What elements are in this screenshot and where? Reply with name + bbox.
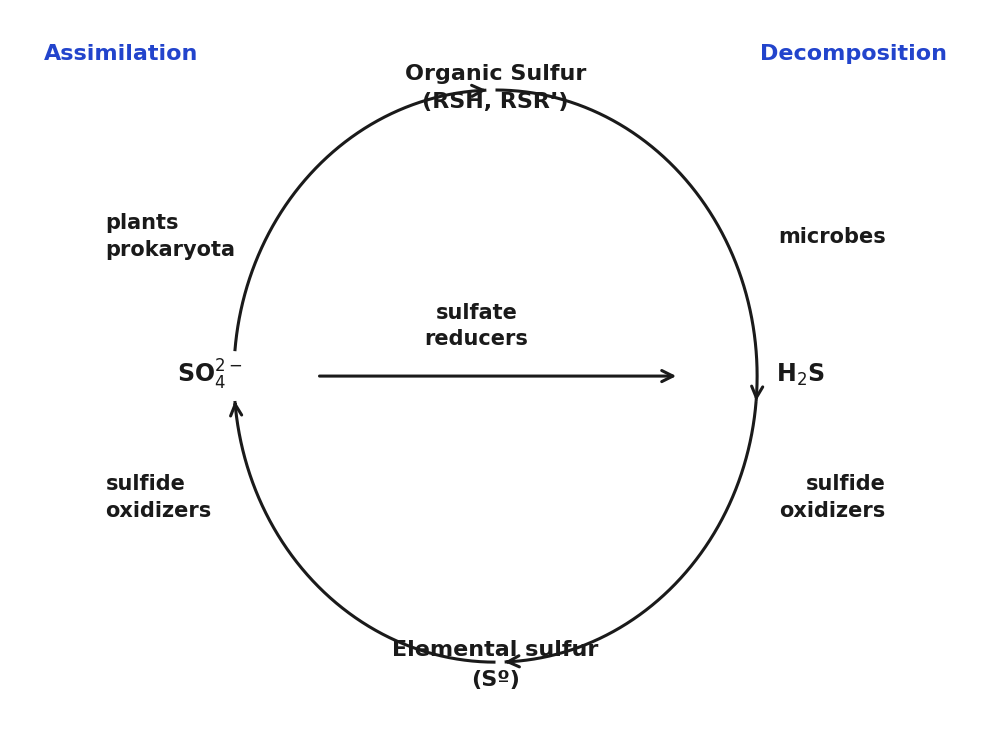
Text: sulfide
oxidizers: sulfide oxidizers bbox=[105, 475, 212, 521]
Text: Organic Sulfur: Organic Sulfur bbox=[404, 64, 587, 84]
Text: plants
prokaryota: plants prokaryota bbox=[105, 213, 236, 260]
Text: SO$_4^{2-}$: SO$_4^{2-}$ bbox=[176, 358, 242, 392]
Text: microbes: microbes bbox=[778, 226, 886, 247]
Text: Assimilation: Assimilation bbox=[44, 44, 198, 64]
Text: (Sº): (Sº) bbox=[471, 670, 520, 690]
Text: H$_2$S: H$_2$S bbox=[776, 361, 825, 387]
Text: sulfate
reducers: sulfate reducers bbox=[424, 302, 528, 349]
Text: sulfide
oxidizers: sulfide oxidizers bbox=[779, 475, 886, 521]
Text: (RSH, RSR’): (RSH, RSR’) bbox=[422, 92, 569, 112]
Text: Decomposition: Decomposition bbox=[760, 44, 947, 64]
Text: Elemental sulfur: Elemental sulfur bbox=[392, 640, 599, 660]
